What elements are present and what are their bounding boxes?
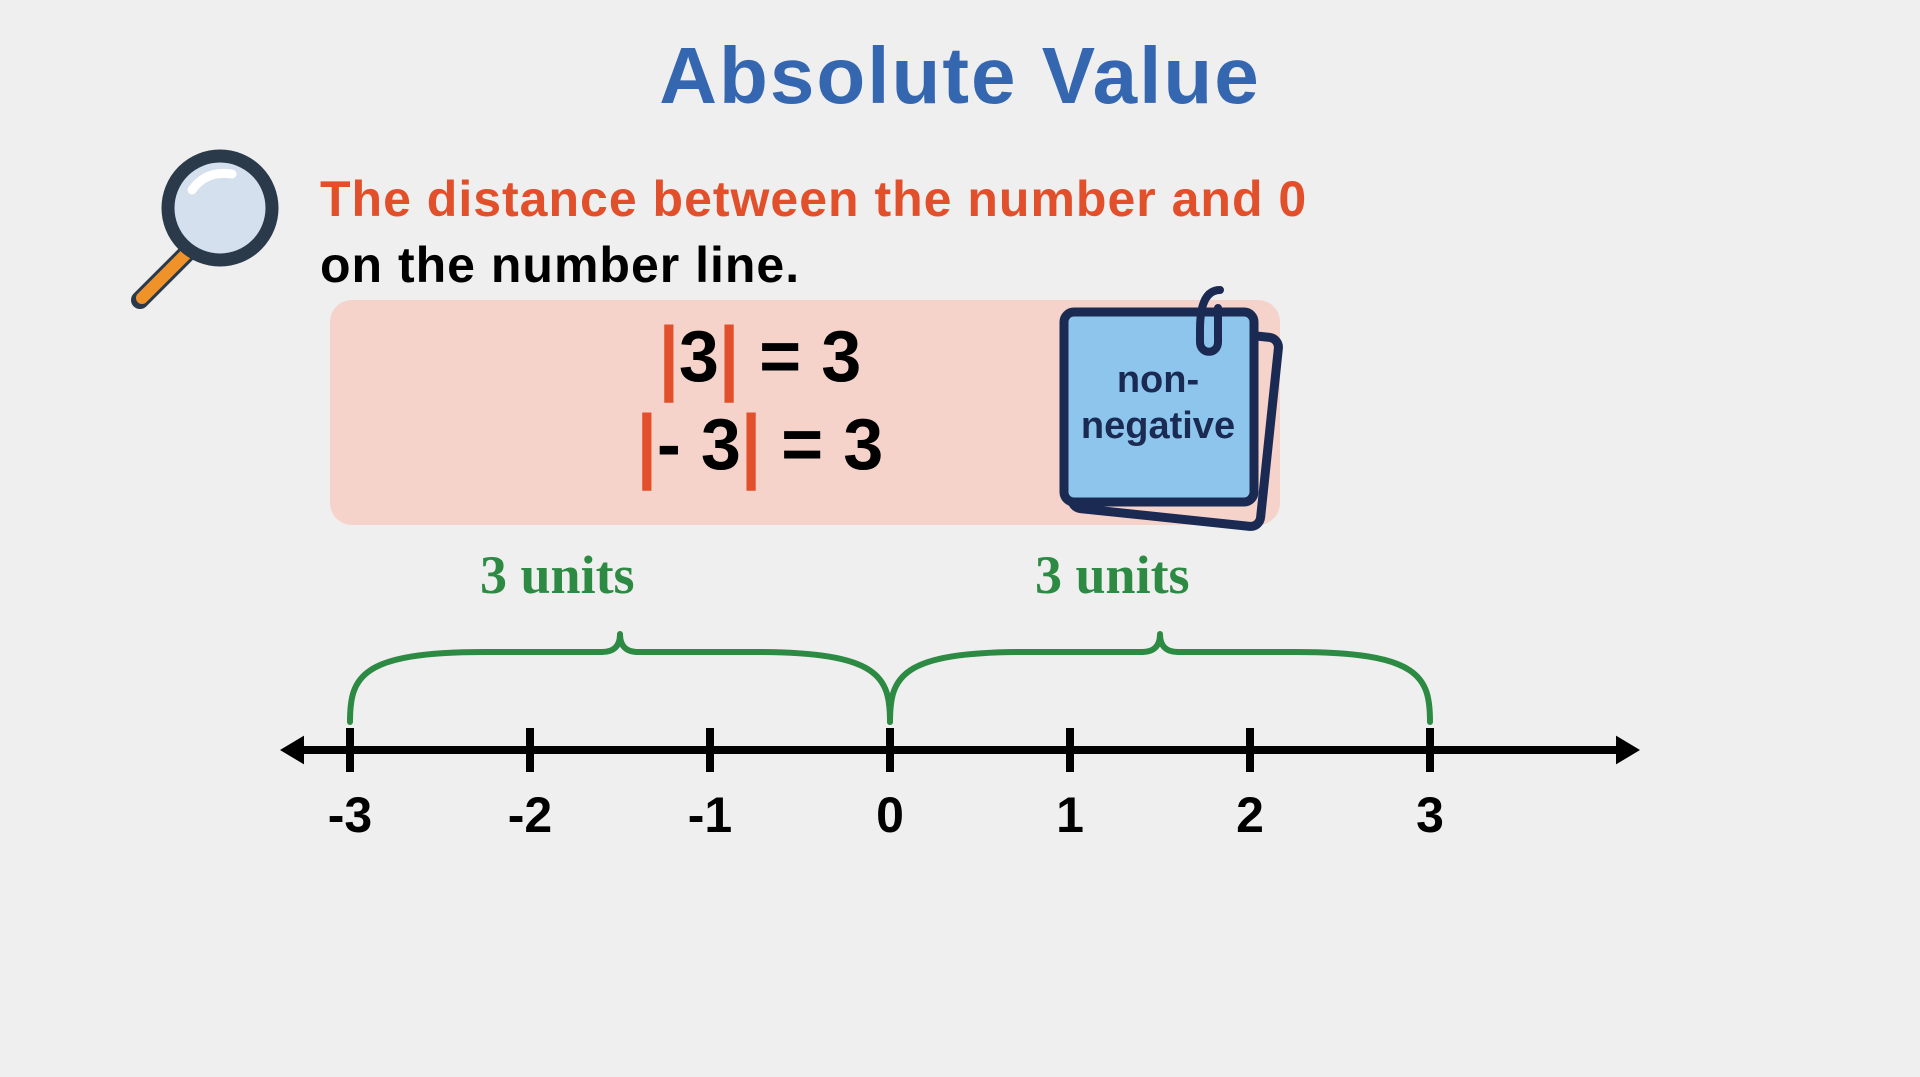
tick-label: 2: [1210, 786, 1290, 844]
svg-text:non-: non-: [1117, 359, 1199, 401]
abs-bar: |: [637, 398, 657, 492]
tick-label: -1: [670, 786, 750, 844]
magnifier-icon: [120, 140, 300, 320]
units-left-label: 3 units: [480, 544, 635, 606]
units-right-label: 3 units: [1035, 544, 1190, 606]
svg-text:negative: negative: [1081, 405, 1235, 447]
eq1-inner: 3: [679, 317, 719, 397]
number-line: -3 -2 -1 0 1 2 3: [280, 600, 1640, 880]
abs-bar: |: [741, 398, 761, 492]
definition-text: The distance between the number and 0 on…: [320, 170, 1307, 294]
tick-label: 1: [1030, 786, 1110, 844]
tick-label: 0: [850, 786, 930, 844]
equals: =: [759, 317, 801, 397]
page-title: Absolute Value: [0, 30, 1920, 122]
abs-bar: |: [719, 310, 739, 404]
eq1-result: 3: [821, 317, 861, 397]
eq2-inner: - 3: [657, 405, 741, 485]
title-text: Absolute Value: [659, 31, 1260, 120]
tick-label: -2: [490, 786, 570, 844]
sticky-note: non- negative: [1050, 280, 1290, 540]
eq2-result: 3: [843, 405, 883, 485]
definition-line1: The distance between the number and 0: [320, 170, 1307, 228]
tick-label: 3: [1390, 786, 1470, 844]
equals: =: [781, 405, 823, 485]
tick-label: -3: [310, 786, 390, 844]
abs-bar: |: [659, 310, 679, 404]
